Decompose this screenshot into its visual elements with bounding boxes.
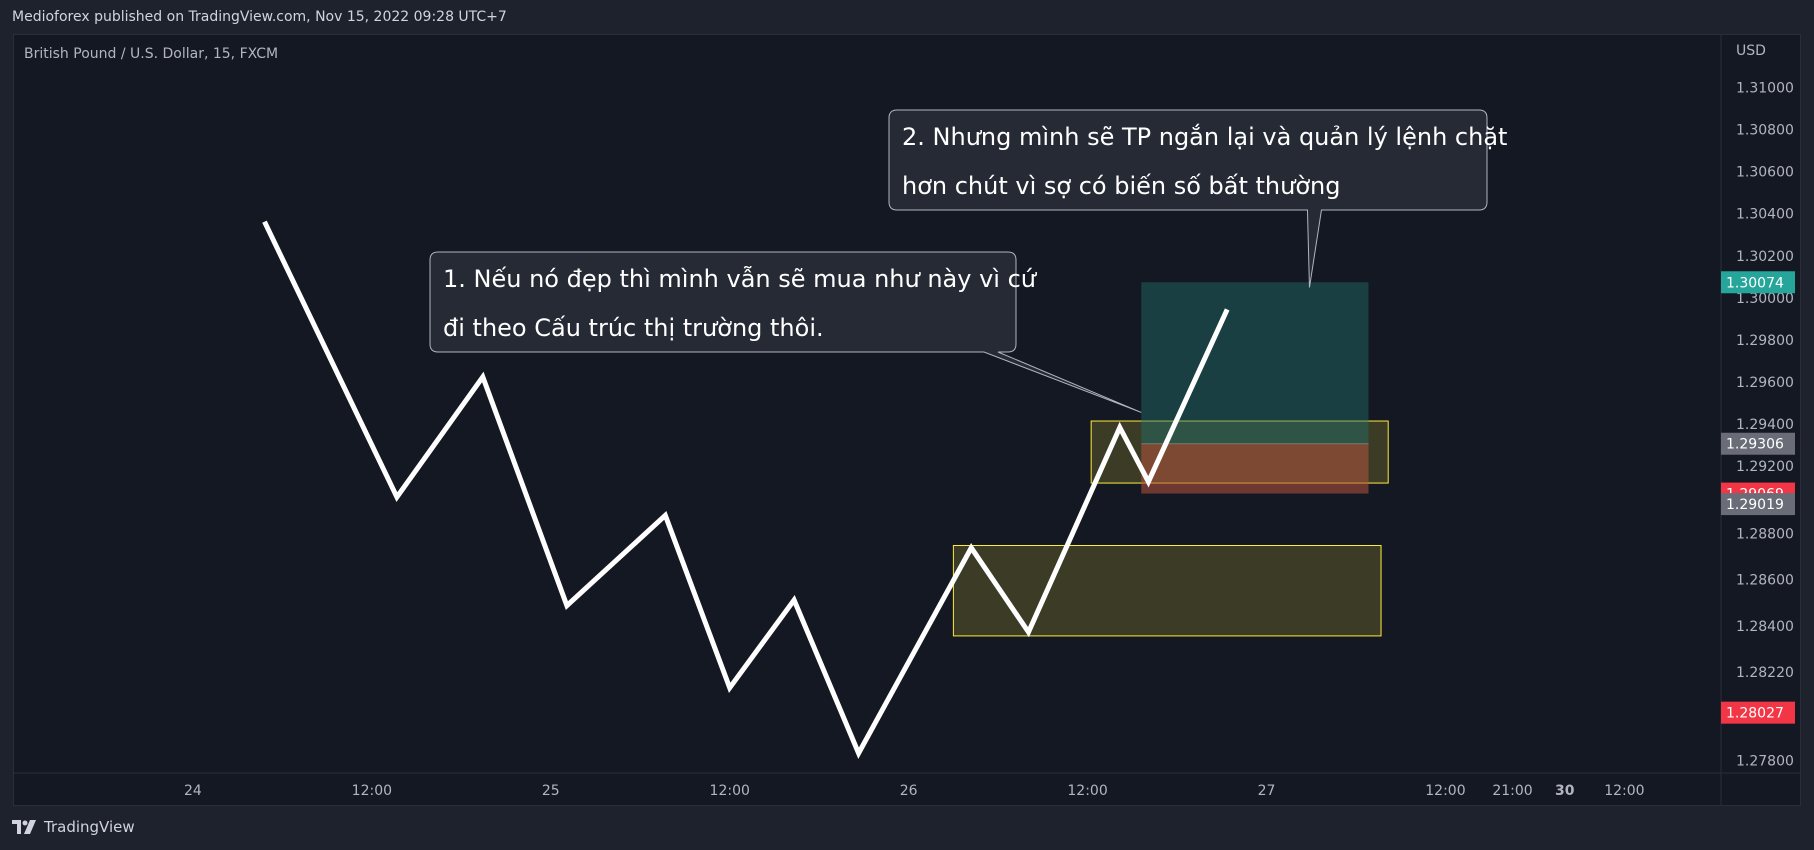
price-label-value: 1.29306 — [1726, 437, 1784, 453]
chart-svg[interactable]: 1. Nếu nó đẹp thì mình vẫn sẽ mua như nà… — [14, 35, 1800, 805]
callouts-layer: 1. Nếu nó đẹp thì mình vẫn sẽ mua như nà… — [429, 109, 1507, 413]
publish-info: Medioforex published on TradingView.com,… — [12, 9, 507, 25]
time-tick-label: 30 — [1555, 783, 1575, 799]
position-layer — [1141, 282, 1369, 494]
price-label-bg — [1721, 701, 1795, 724]
callout-1-bubble — [429, 251, 1142, 413]
time-tick-label: 21:00 — [1492, 783, 1532, 799]
price-axis[interactable]: 1.27800 1.28220 1.28400 1.28600 1.28800 1.292… — [1721, 81, 1795, 770]
price-label-value: 1.28027 — [1726, 706, 1784, 722]
price-label-value: 1.30074 — [1726, 275, 1784, 291]
callout-2-line: 2. Nhưng mình sẽ TP ngắn lại và quản lý … — [902, 122, 1507, 151]
callout-2-line: hơn chút vì sợ có biến số bất thường — [902, 172, 1340, 200]
price-label-bg — [1721, 493, 1795, 516]
price-tick-label: 1.30600 — [1736, 165, 1794, 181]
price-line — [262, 220, 1230, 759]
time-tick-label: 12:00 — [1067, 783, 1107, 799]
price-tick-label: 1.28400 — [1736, 619, 1794, 635]
position-loss-zone — [1141, 443, 1369, 494]
time-tick-label: 26 — [900, 783, 918, 799]
price-tick-label: 1.28220 — [1736, 665, 1794, 681]
price-tick-label: 1.28800 — [1736, 526, 1794, 542]
symbol-label: British Pound / U.S. Dollar, 15, FXCM — [24, 46, 278, 62]
callout-1-line: đi theo Cấu trúc thị trường thôi. — [443, 314, 824, 342]
price-tick-label: 1.29600 — [1736, 375, 1794, 391]
price-tick-label: 1.30000 — [1736, 291, 1794, 307]
price-tick-label: 1.29400 — [1736, 417, 1794, 433]
price-label-value: 1.29019 — [1726, 497, 1784, 513]
price-tick-label: 1.29200 — [1736, 459, 1794, 475]
time-tick-label: 25 — [542, 783, 560, 799]
tradingview-logo-icon — [12, 820, 36, 834]
time-tick-label: 27 — [1258, 783, 1276, 799]
tradingview-logo[interactable]: TradingView — [12, 818, 135, 836]
lower-demand-zone — [952, 545, 1382, 637]
time-tick-label: 24 — [184, 783, 202, 799]
price-tick-label: 1.29800 — [1736, 333, 1794, 349]
price-tick-label: 1.27800 — [1736, 753, 1794, 769]
currency-label: USD — [1736, 43, 1766, 59]
time-tick-label: 12:00 — [710, 783, 750, 799]
callout-2-bubble — [888, 109, 1488, 288]
time-tick-label: 12:00 — [1604, 783, 1644, 799]
price-label-bg — [1721, 432, 1795, 455]
price-tick-label: 1.28600 — [1736, 573, 1794, 589]
time-tick-label: 12:00 — [352, 783, 392, 799]
chart-panel[interactable]: 1. Nếu nó đẹp thì mình vẫn sẽ mua như nà… — [13, 34, 1801, 806]
price-line-layer — [262, 220, 1230, 759]
price-label-bg — [1721, 271, 1795, 294]
callout-1-line: 1. Nếu nó đẹp thì mình vẫn sẽ mua như nà… — [443, 264, 1038, 293]
tradingview-brand-text: TradingView — [44, 818, 135, 836]
price-tick-label: 1.30400 — [1736, 207, 1794, 223]
price-tick-label: 1.31000 — [1736, 81, 1794, 97]
price-tick-label: 1.30800 — [1736, 123, 1794, 139]
price-tick-label: 1.30200 — [1736, 249, 1794, 265]
time-axis[interactable]: 24 12:00 25 12:00 26 12:00 27 12:00 21:00 30 12:00 — [184, 783, 1645, 799]
time-tick-label: 12:00 — [1425, 783, 1465, 799]
